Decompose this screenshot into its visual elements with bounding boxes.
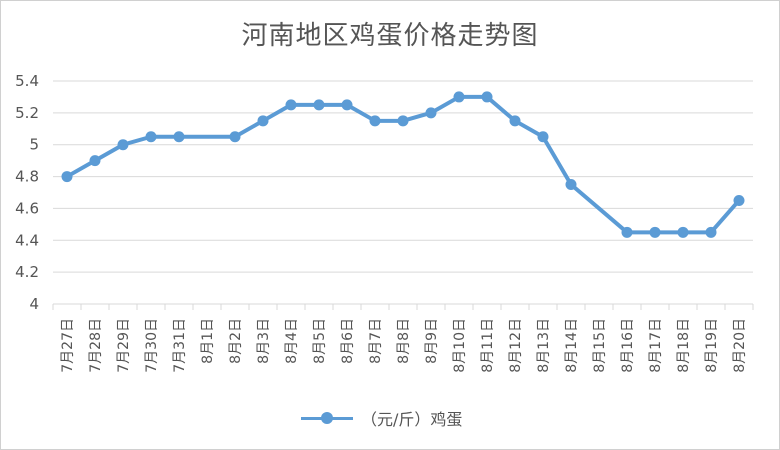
x-tick-label: 8月6日 [340,318,356,364]
data-point [537,131,549,143]
x-tick-label: 8月15日 [592,318,608,373]
x-tick-label: 8月5日 [312,318,328,364]
legend-marker-icon [301,408,353,428]
x-tick-label: 8月9日 [424,318,440,364]
legend: （元/斤）鸡蛋 [301,406,462,430]
data-point [313,99,325,111]
data-point [173,131,185,143]
data-point [733,194,745,206]
x-tick-label: 7月27日 [60,318,76,373]
y-tick-label: 5 [29,136,39,154]
x-tick-label: 8月13日 [536,318,552,373]
data-point [705,226,717,238]
x-tick-label: 8月17日 [648,318,664,373]
data-point [229,131,241,143]
data-point [117,139,129,151]
x-tick-label: 8月16日 [620,318,636,373]
y-tick-label: 5.2 [15,104,39,122]
y-tick-label: 4.6 [15,199,39,217]
data-point [677,226,689,238]
x-tick-label: 8月12日 [508,318,524,373]
x-tick-label: 8月19日 [704,318,720,373]
data-point [649,226,661,238]
data-point [565,179,577,191]
y-tick-label: 5.4 [15,72,39,90]
x-tick-label: 8月1日 [200,318,216,364]
y-tick-label: 4.2 [15,263,39,281]
data-point [453,91,465,103]
data-point [369,115,381,127]
y-tick-label: 4.4 [15,231,39,249]
data-point [145,131,157,143]
data-point [621,226,633,238]
y-tick-label: 4.8 [15,168,39,186]
x-tick-label: 8月18日 [676,318,692,373]
x-tick-label: 7月30日 [144,318,160,373]
x-tick-label: 8月2日 [228,318,244,364]
data-point [425,107,437,119]
chart-title: 河南地区鸡蛋价格走势图 [241,21,539,51]
x-tick-label: 8月7日 [368,318,384,364]
x-tick-label: 8月10日 [452,318,468,373]
x-tick-label: 8月3日 [256,318,272,364]
data-point [341,99,353,111]
data-point [481,91,493,103]
data-point [89,155,101,167]
data-point [61,171,73,183]
y-tick-label: 4 [29,295,39,313]
data-point [285,99,297,111]
x-tick-label: 8月14日 [564,318,580,373]
x-tick-label: 7月31日 [172,318,188,373]
x-tick-label: 8月20日 [732,318,748,373]
x-tick-label: 8月11日 [480,318,496,373]
data-point [257,115,269,127]
data-point [509,115,521,127]
x-tick-label: 7月29日 [116,318,132,373]
data-point [397,115,409,127]
legend-label: （元/斤）鸡蛋 [361,410,463,429]
x-tick-label: 8月8日 [396,318,412,364]
x-tick-label: 8月4日 [284,318,300,364]
x-tick-label: 7月28日 [88,318,104,373]
